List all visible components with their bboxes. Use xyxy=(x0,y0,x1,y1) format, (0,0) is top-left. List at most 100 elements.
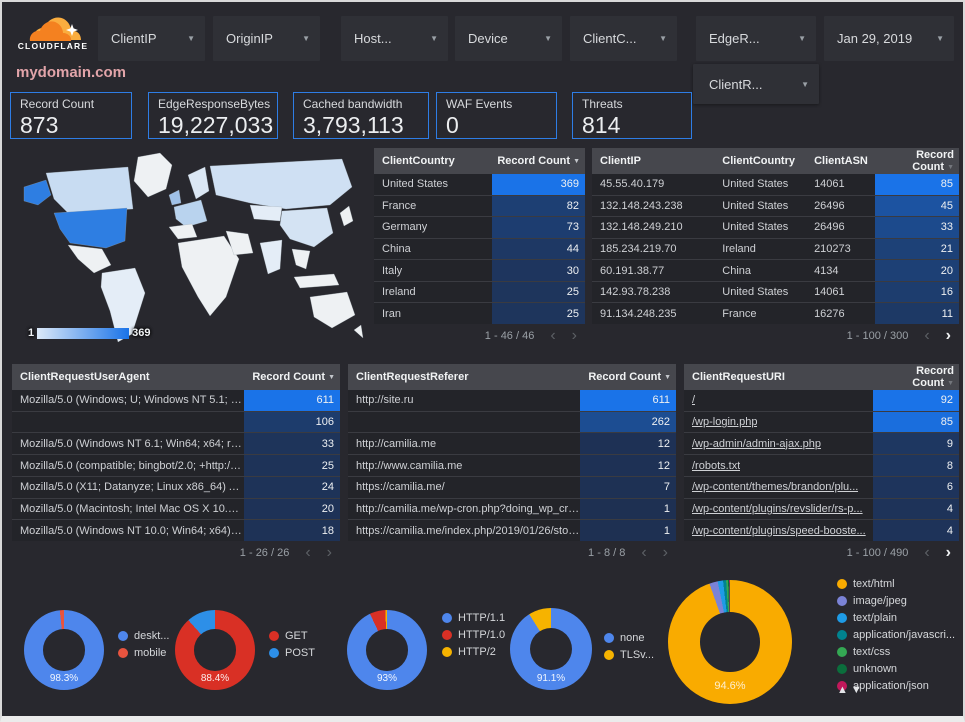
column-header[interactable]: ClientCountry xyxy=(722,155,795,167)
filter-device[interactable]: Device ▼ xyxy=(455,16,562,61)
dimension-cell: 132.148.243.238 xyxy=(600,199,683,212)
table-row: http://camilia.me/wp-cron.php?doing_wp_c… xyxy=(348,497,676,520)
prev-page-icon[interactable]: ‹ xyxy=(924,543,930,561)
filter-edgeresponse[interactable]: EdgeR... ▼ xyxy=(696,16,816,61)
column-header-record-count[interactable]: Record Count ▼ xyxy=(912,365,954,389)
table-row: Italy 30 xyxy=(374,259,585,281)
legend-dot-icon xyxy=(118,631,128,641)
filter-clientrequest[interactable]: ClientR... ▼ xyxy=(693,64,819,104)
legend-item[interactable]: POST xyxy=(269,647,315,660)
prev-page-icon[interactable]: ‹ xyxy=(305,543,311,561)
legend-item[interactable]: TLSv... xyxy=(604,649,654,662)
date-range-picker[interactable]: Jan 29, 2019 ▼ xyxy=(824,16,954,61)
donut-request-method[interactable]: 88.4% xyxy=(175,610,255,690)
filter-clientcountry[interactable]: ClientC... ▼ xyxy=(570,16,677,61)
column-header[interactable]: ClientASN xyxy=(814,155,868,167)
next-page-icon[interactable]: › xyxy=(326,543,332,561)
legend-item[interactable]: deskt... xyxy=(118,630,169,643)
table-row: 91.134.248.235 France 16276 11 xyxy=(592,302,959,325)
donut-percent-label: 91.1% xyxy=(536,673,566,684)
record-count-cell: 1 xyxy=(580,498,676,520)
dimension-cell: Mozilla/5.0 (X11; Datanyze; Linux x86_64… xyxy=(20,481,244,494)
chevron-down-icon: ▼ xyxy=(936,34,944,43)
donut-device-type[interactable]: 98.3% xyxy=(24,610,104,690)
column-header[interactable]: ClientRequestReferer xyxy=(356,371,469,383)
legend-dot-icon xyxy=(442,613,452,623)
legend-up-icon[interactable]: ▲ xyxy=(837,684,851,696)
dimension-cell: United States xyxy=(722,178,789,191)
dimension-cell: China xyxy=(722,264,752,277)
dimension-cell: 91.134.248.235 xyxy=(600,307,677,320)
legend-down-icon[interactable]: ▼ xyxy=(850,684,865,696)
legend-item[interactable]: text/html xyxy=(837,578,955,591)
table-row: /wp-content/themes/brandon/plu... 6 xyxy=(684,475,959,498)
table-row: Mozilla/5.0 (Windows NT 6.1; Win64; x64;… xyxy=(12,432,340,455)
map-color-legend: 1 369 xyxy=(28,327,150,339)
column-header[interactable]: ClientRequestURI xyxy=(692,371,785,383)
prev-page-icon[interactable]: ‹ xyxy=(924,326,930,344)
dimension-cell: Ireland xyxy=(722,243,756,256)
legend-dot-icon xyxy=(118,648,128,658)
dimension-cell[interactable]: / xyxy=(692,394,696,407)
next-page-icon[interactable]: › xyxy=(945,543,951,561)
dimension-cell[interactable]: /wp-content/themes/brandon/plu... xyxy=(692,481,859,494)
dimension-cell[interactable]: /wp-admin/admin-ajax.php xyxy=(692,437,822,450)
legend-item[interactable]: application/json xyxy=(837,680,955,693)
column-header-record-count[interactable]: Record Count ▼ xyxy=(252,371,335,383)
legend-item[interactable]: none xyxy=(604,632,654,645)
donut-percent-label: 88.4% xyxy=(200,673,230,684)
column-header[interactable]: ClientIP xyxy=(600,155,641,167)
chevron-down-icon: ▼ xyxy=(187,34,195,43)
next-page-icon[interactable]: › xyxy=(945,326,951,344)
legend-dot-icon xyxy=(269,631,279,641)
dimension-cell[interactable]: /wp-login.php xyxy=(692,416,758,429)
column-header[interactable]: ClientRequestUserAgent xyxy=(20,371,150,383)
legend-label: text/html xyxy=(853,578,895,590)
dimension-cell: United States xyxy=(382,178,449,191)
legend-item[interactable]: application/javascri... xyxy=(837,629,955,642)
donut-percent-label: 94.6% xyxy=(714,680,746,692)
legend-item[interactable]: HTTP/2 xyxy=(442,646,505,659)
dimension-cell: 14061 xyxy=(814,178,845,191)
filter-originip[interactable]: OriginIP ▼ xyxy=(213,16,320,61)
filter-clientip[interactable]: ClientIP ▼ xyxy=(98,16,205,61)
donut-http-protocol[interactable]: 93% xyxy=(347,610,427,690)
legend-item[interactable]: HTTP/1.0 xyxy=(442,629,505,642)
column-header-record-count[interactable]: Record Count ▼ xyxy=(912,149,954,173)
record-count-cell: 85 xyxy=(873,411,959,433)
column-header-record-count[interactable]: Record Count ▼ xyxy=(497,155,580,167)
filter-bar: ClientIP ▼ OriginIP ▼ Host... ▼ Device ▼… xyxy=(98,16,954,61)
legend-item[interactable]: GET xyxy=(269,630,315,643)
legend-item[interactable]: unknown xyxy=(837,663,955,676)
geo-map[interactable]: 1 369 xyxy=(10,147,372,347)
prev-page-icon[interactable]: ‹ xyxy=(550,326,556,344)
column-header-record-count[interactable]: Record Count ▼ xyxy=(588,371,671,383)
table-header: ClientRequestReferer Record Count ▼ xyxy=(348,364,676,390)
legend-dot-icon xyxy=(604,633,614,643)
legend-item[interactable]: image/jpeg xyxy=(837,595,955,608)
table-row: Ireland 25 xyxy=(374,280,585,303)
donut-content-type[interactable]: 94.6% xyxy=(668,580,792,704)
dimension-cell: 4134 xyxy=(814,264,839,277)
legend-item[interactable]: mobile xyxy=(118,647,169,660)
table-body: Mozilla/5.0 (Windows; U; Windows NT 5.1;… xyxy=(12,390,340,542)
dimension-cell[interactable]: /robots.txt xyxy=(692,459,741,472)
legend-dot-icon xyxy=(837,630,847,640)
filter-host[interactable]: Host... ▼ xyxy=(341,16,448,61)
next-page-icon[interactable]: › xyxy=(662,543,668,561)
prev-page-icon[interactable]: ‹ xyxy=(641,543,647,561)
column-header[interactable]: ClientCountry xyxy=(382,155,455,167)
legend-item[interactable]: HTTP/1.1 xyxy=(442,612,505,625)
dimension-cell: Mozilla/5.0 (Windows; U; Windows NT 5.1;… xyxy=(20,394,244,407)
dimension-cell: France xyxy=(722,307,757,320)
legend-item[interactable]: text/plain xyxy=(837,612,955,625)
dimension-cell: United States xyxy=(722,199,789,212)
table-row: 132.148.243.238 United States 26496 45 xyxy=(592,194,959,217)
table-row: /robots.txt 8 xyxy=(684,454,959,476)
next-page-icon[interactable]: › xyxy=(571,326,577,344)
legend-item[interactable]: text/css xyxy=(837,646,955,659)
dimension-cell[interactable]: /wp-content/plugins/speed-booste... xyxy=(692,524,866,537)
table-body: United States 369 France 82 Germany 73 China 44… xyxy=(374,174,585,325)
donut-tls-version[interactable]: 91.1% xyxy=(510,608,592,690)
dimension-cell[interactable]: /wp-content/plugins/revslider/rs-p... xyxy=(692,502,863,515)
